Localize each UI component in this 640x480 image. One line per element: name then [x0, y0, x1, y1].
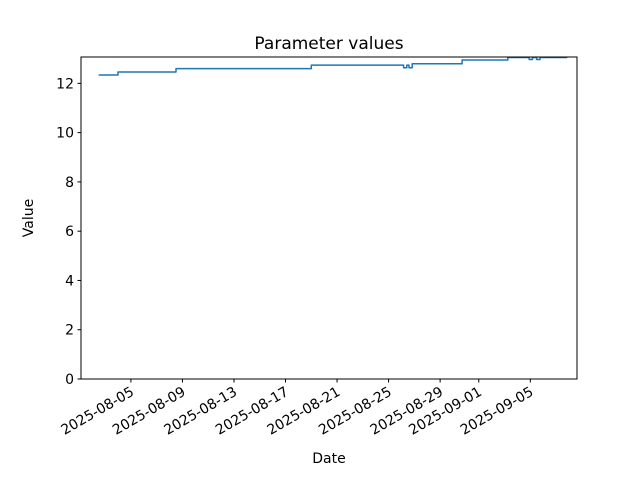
plot-border — [80, 56, 578, 380]
plot-area — [81, 57, 577, 379]
y-axis-label: Value — [21, 199, 37, 237]
y-tick-label: 12 — [56, 76, 74, 92]
x-axis-ticks: 2025-08-052025-08-092025-08-132025-08-17… — [58, 379, 536, 439]
y-tick-label: 4 — [65, 273, 74, 289]
x-axis-label: Date — [312, 451, 345, 467]
y-tick-label: 0 — [65, 372, 74, 388]
y-tick-label: 8 — [65, 175, 74, 191]
y-tick-label: 2 — [65, 323, 74, 339]
y-axis-ticks: 0 2 4 6 8 10 12 — [56, 76, 81, 388]
chart-title: Parameter values — [254, 34, 403, 54]
y-tick-label: 6 — [65, 224, 74, 240]
y-tick-label: 10 — [56, 126, 74, 142]
